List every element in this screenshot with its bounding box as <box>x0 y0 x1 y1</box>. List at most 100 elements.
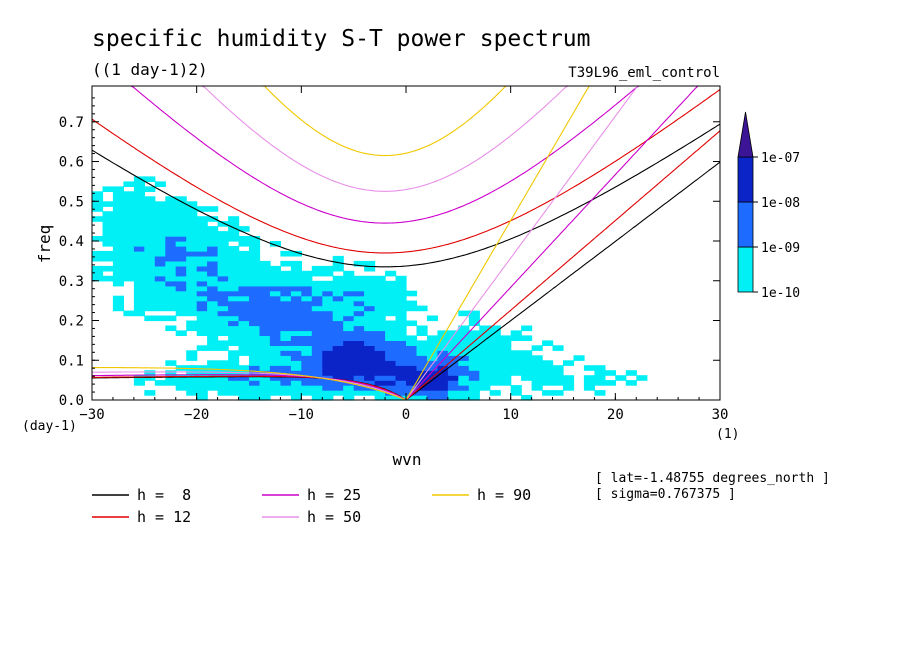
heatmap-cell <box>175 305 187 312</box>
heatmap-cell <box>154 315 166 322</box>
heatmap-cell <box>311 330 323 336</box>
heatmap-cell <box>175 255 187 262</box>
heatmap-cell <box>249 270 261 277</box>
heatmap-cell <box>311 350 323 356</box>
heatmap-cell <box>249 320 261 327</box>
heatmap-cell <box>238 315 250 322</box>
heatmap-cell <box>269 365 281 371</box>
heatmap-cell <box>280 325 292 332</box>
heatmap-cell <box>175 310 187 317</box>
heatmap-cell <box>186 260 198 267</box>
heatmap-cell <box>416 350 428 356</box>
heatmap-cell <box>406 305 418 312</box>
kelvin-curve-h90 <box>405 85 600 401</box>
heatmap-cell <box>406 370 418 376</box>
heatmap-cell <box>92 270 104 277</box>
heatmap-cell <box>133 310 145 317</box>
heatmap-cell <box>322 305 334 312</box>
heatmap-cell <box>364 305 376 312</box>
heatmap-cell <box>332 365 344 371</box>
heatmap-cell <box>447 370 459 376</box>
heatmap-cell <box>133 285 145 292</box>
heatmap-cell <box>311 320 323 327</box>
heatmap-cell <box>207 295 219 302</box>
legend: h = 8 h = 12 h = 25 h = 50 h = 90 <box>92 486 531 526</box>
heatmap-cell <box>133 275 145 282</box>
legend-label: h = 90 <box>477 486 531 504</box>
heatmap-cell <box>479 340 491 346</box>
heatmap-cell <box>133 206 145 212</box>
y-unit-label: (day-1) <box>22 419 77 434</box>
heatmap-cell <box>269 280 281 287</box>
heatmap-cell <box>165 315 177 322</box>
heatmap-cell <box>175 385 187 391</box>
x-tick-label: −10 <box>289 407 314 423</box>
heatmap-cell <box>92 196 104 202</box>
heatmap-cell <box>238 340 250 346</box>
heatmap-cell <box>186 310 198 317</box>
heatmap-cell <box>458 340 470 346</box>
heatmap-cell <box>175 211 187 217</box>
heatmap-cell <box>238 385 250 391</box>
heatmap-cell <box>343 350 355 356</box>
heatmap-cell <box>406 345 418 351</box>
heatmap-cell <box>353 280 365 287</box>
heatmap-cell <box>207 345 219 351</box>
heatmap-cell <box>238 310 250 317</box>
heatmap-cell <box>186 390 198 396</box>
heatmap-cell <box>332 385 344 391</box>
heatmap-cell <box>489 360 501 366</box>
heatmap-cell <box>301 365 313 371</box>
heatmap-cell <box>249 335 261 341</box>
heatmap-cell <box>406 340 418 346</box>
heatmap-cell <box>479 375 491 381</box>
heatmap-cell <box>395 390 407 396</box>
heatmap-cell <box>238 365 250 371</box>
heatmap-cell <box>311 365 323 371</box>
heatmap-cell <box>489 390 501 396</box>
heatmap-cell <box>207 300 219 307</box>
heatmap-cell <box>249 310 261 317</box>
heatmap-cell <box>521 395 533 401</box>
heatmap-cell <box>196 246 208 252</box>
heatmap-cell <box>196 345 208 351</box>
heatmap-cell <box>228 330 240 336</box>
heatmap-cell <box>112 226 124 232</box>
heatmap-cell <box>102 186 114 192</box>
ig-curve-h8 <box>91 123 721 268</box>
heatmap-cell <box>290 300 302 307</box>
heatmap-cell <box>228 355 240 361</box>
heatmap-cell <box>165 360 177 366</box>
heatmap-cell <box>102 255 114 262</box>
heatmap-cell <box>500 370 512 376</box>
heatmap-cell <box>112 206 124 212</box>
heatmap-cell <box>416 330 428 336</box>
heatmap-cell <box>228 250 240 257</box>
heatmap-cell <box>531 360 543 366</box>
heatmap-cell <box>144 221 156 227</box>
heatmap-cell <box>186 275 198 282</box>
heatmap-cell <box>269 295 281 302</box>
heatmap-cell <box>332 345 344 351</box>
heatmap-cell <box>583 365 595 371</box>
heatmap-cell <box>228 350 240 356</box>
heatmap-cell <box>154 270 166 277</box>
heatmap-cell <box>269 290 281 297</box>
heatmap-cell <box>112 216 124 222</box>
heatmap-cell <box>311 385 323 391</box>
heatmap-cell <box>353 330 365 336</box>
heatmap-cell <box>322 330 334 336</box>
heatmap-cell <box>112 246 124 252</box>
heatmap-cell <box>385 345 397 351</box>
heatmap-cell <box>332 360 344 366</box>
heatmap-cell <box>322 285 334 292</box>
heatmap-cell <box>249 325 261 332</box>
heatmap-cell <box>364 290 376 297</box>
heatmap-cell <box>332 310 344 317</box>
heatmap-cell <box>374 335 386 341</box>
heatmap-cell <box>353 305 365 312</box>
colorbar-box <box>737 156 754 203</box>
heatmap-cell <box>280 310 292 317</box>
heatmap-cell <box>154 300 166 307</box>
heatmap-cell <box>144 370 156 376</box>
